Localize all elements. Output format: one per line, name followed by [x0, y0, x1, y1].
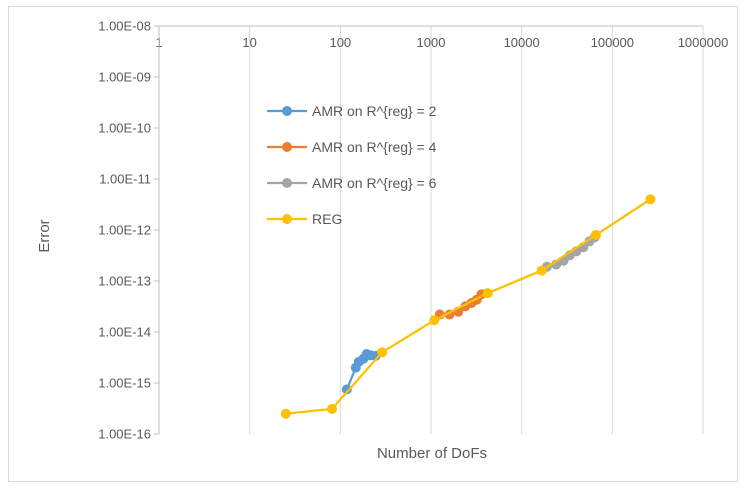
- chart-frame: 11010010001000010000010000001.00E-081.00…: [8, 6, 738, 482]
- data-point: [429, 315, 440, 326]
- y-tick-label: 1.00E-09: [98, 70, 151, 85]
- legend-item: REG: [267, 211, 342, 227]
- data-point: [645, 194, 656, 205]
- data-point: [377, 347, 388, 358]
- legend-layer: AMR on R^{reg} = 2 AMR on R^{reg} = 4 AMR …: [267, 103, 437, 227]
- data-point: [280, 408, 291, 419]
- grid-layer: [249, 26, 704, 434]
- series-layer: [280, 194, 656, 419]
- legend-swatch-marker: [282, 214, 292, 224]
- legend-label: AMR on R^{reg} = 6: [312, 175, 437, 191]
- axis-layer: 11010010001000010000010000001.00E-081.00…: [98, 19, 728, 442]
- series-line: [285, 198, 652, 415]
- data-point: [591, 229, 602, 240]
- y-tick-label: 1.00E-15: [98, 376, 151, 391]
- legend-label: AMR on R^{reg} = 2: [312, 103, 437, 119]
- y-tick-label: 1.00E-13: [98, 274, 151, 289]
- legend-label: REG: [312, 211, 342, 227]
- x-tick-label: 10000: [504, 35, 540, 50]
- legend-swatch-marker: [282, 142, 292, 152]
- x-tick-label: 1000000: [678, 35, 729, 50]
- legend-item: AMR on R^{reg} = 2: [267, 103, 437, 119]
- y-tick-label: 1.00E-08: [98, 19, 151, 34]
- y-tick-label: 1.00E-16: [98, 427, 151, 442]
- legend-item: AMR on R^{reg} = 6: [267, 175, 437, 191]
- legend-swatch-marker: [282, 106, 292, 116]
- y-tick-label: 1.00E-10: [98, 121, 151, 136]
- data-point: [536, 265, 547, 276]
- x-tick-label: 100000: [591, 35, 634, 50]
- x-tick-label: 1000: [417, 35, 446, 50]
- x-tick-label: 10: [242, 35, 256, 50]
- data-point: [482, 288, 493, 299]
- series-1: [341, 349, 381, 395]
- x-axis-title: Number of DoFs: [377, 445, 487, 462]
- legend-item: AMR on R^{reg} = 4: [267, 139, 437, 155]
- series-4: [280, 194, 656, 419]
- data-point: [327, 403, 338, 414]
- y-tick-label: 1.00E-14: [98, 325, 151, 340]
- legend-swatch-marker: [282, 178, 292, 188]
- x-tick-label: 100: [329, 35, 351, 50]
- chart-svg: 11010010001000010000010000001.00E-081.00…: [36, 19, 728, 463]
- y-tick-label: 1.00E-12: [98, 223, 151, 238]
- legend-label: AMR on R^{reg} = 4: [312, 139, 437, 155]
- y-tick-label: 1.00E-11: [99, 172, 151, 187]
- y-axis-title: Error: [36, 219, 53, 252]
- data-point: [341, 384, 352, 395]
